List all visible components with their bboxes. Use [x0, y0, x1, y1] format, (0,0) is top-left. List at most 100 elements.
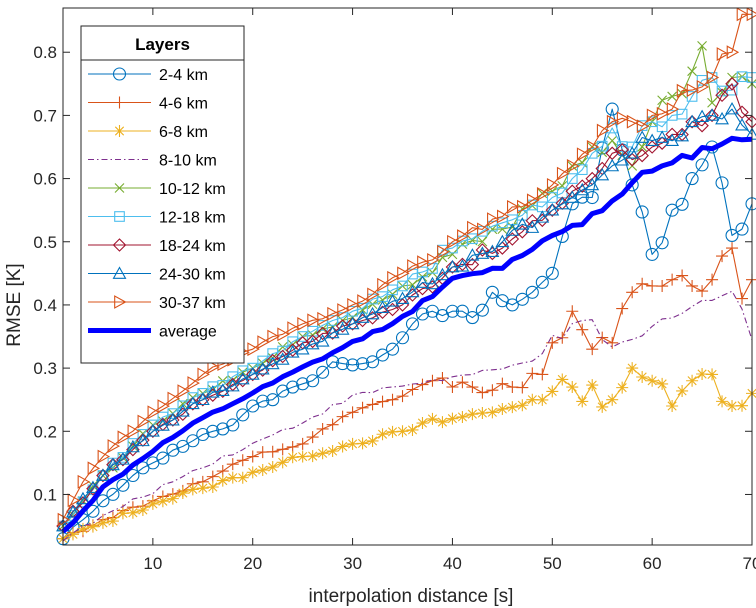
data-point [467, 220, 480, 235]
data-point [496, 403, 509, 416]
data-point [76, 491, 90, 505]
data-point [236, 408, 250, 422]
data-point [96, 494, 110, 508]
data-point [635, 205, 649, 219]
legend-item: 2-4 km [88, 67, 208, 84]
data-point [376, 395, 389, 408]
data-point [317, 323, 328, 334]
data-point [566, 159, 580, 173]
data-point [415, 275, 430, 288]
data-point [676, 384, 689, 397]
data-point [196, 427, 210, 442]
legend-box [80, 25, 245, 364]
data-point [267, 329, 280, 344]
data-point [696, 285, 709, 298]
plot-area [56, 7, 756, 546]
legend-title: Layers [135, 35, 190, 54]
data-point [187, 376, 200, 391]
legend-marker [113, 125, 126, 137]
legend-marker [113, 96, 126, 109]
data-point [485, 244, 500, 257]
data-point [525, 285, 539, 299]
data-point [437, 244, 450, 259]
data-point [207, 360, 220, 374]
data-point [497, 209, 510, 224]
data-point [96, 468, 110, 483]
data-point [135, 433, 150, 447]
data-point [236, 471, 249, 484]
data-point [636, 119, 650, 134]
data-point [215, 383, 230, 396]
legend-marker [114, 295, 127, 309]
data-point [395, 291, 410, 304]
data-point [116, 478, 130, 492]
data-point [515, 217, 530, 230]
data-point [157, 399, 170, 414]
data-point [585, 177, 600, 191]
data-point [186, 434, 200, 448]
data-point [306, 431, 319, 444]
data-point [375, 348, 390, 362]
data-point [265, 356, 280, 370]
data-point [116, 507, 129, 520]
data-point [626, 114, 640, 129]
data-point [706, 368, 719, 381]
data-point [427, 252, 440, 267]
data-point [115, 452, 130, 465]
y-tick-label: 0.7 [33, 106, 57, 125]
data-point [346, 406, 359, 419]
data-point [506, 401, 519, 414]
legend-item: 6-8 km [88, 124, 208, 141]
data-point [106, 487, 120, 501]
data-point [226, 458, 239, 471]
data-point [545, 203, 560, 216]
data-point [586, 140, 600, 154]
data-point [147, 405, 161, 420]
data-point [137, 414, 151, 429]
data-point [395, 331, 410, 345]
data-point [195, 392, 210, 406]
data-point [485, 285, 499, 299]
data-point [286, 440, 299, 453]
data-point [686, 279, 699, 292]
data-point [405, 284, 420, 298]
data-point [296, 377, 310, 391]
data-point [385, 302, 400, 317]
data-point [266, 445, 279, 458]
data-point [655, 130, 670, 143]
data-point [128, 441, 138, 452]
data-point [266, 393, 280, 407]
data-point [615, 153, 630, 166]
data-point [416, 378, 429, 391]
legend-item: 30-37 km [88, 295, 226, 312]
data-point [505, 223, 520, 236]
y-tick-label: 0.2 [33, 422, 57, 441]
data-point [365, 306, 380, 320]
data-point [275, 349, 290, 364]
data-point [245, 367, 260, 380]
data-point [406, 423, 419, 436]
data-point [636, 277, 649, 290]
data-point [575, 190, 589, 204]
data-point [355, 310, 370, 323]
legend-item: 4-6 km [88, 96, 208, 113]
data-point [736, 7, 750, 22]
x-tick-label: 50 [543, 554, 562, 573]
data-point [356, 357, 370, 371]
data-point [705, 108, 719, 123]
data-point [277, 327, 290, 342]
data-point [126, 506, 139, 519]
data-point [326, 355, 340, 369]
data-point [666, 102, 680, 117]
data-point [676, 108, 688, 120]
series-line [62, 108, 753, 540]
data-point [316, 365, 330, 379]
data-point [725, 228, 739, 242]
data-point [516, 399, 529, 412]
data-point [436, 416, 449, 429]
data-point [236, 454, 249, 467]
data-point [277, 341, 288, 352]
data-point [505, 232, 520, 246]
data-point [536, 393, 549, 406]
data-point [465, 248, 480, 261]
